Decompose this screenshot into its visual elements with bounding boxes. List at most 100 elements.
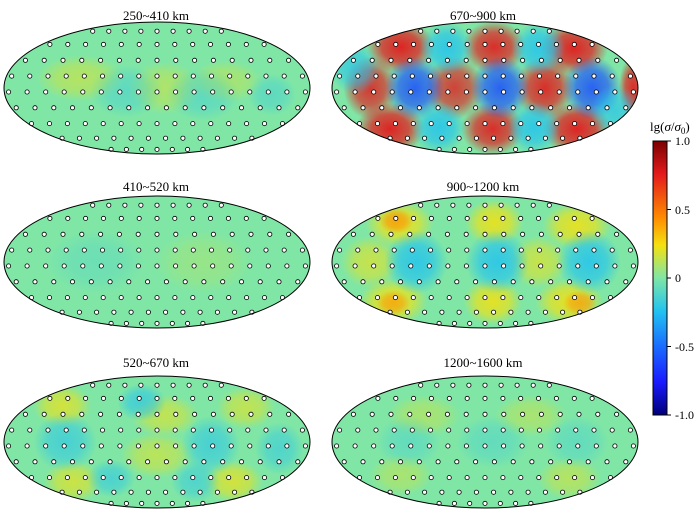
station-marker [265, 263, 271, 269]
station-marker [214, 135, 220, 141]
station-marker [451, 146, 457, 152]
station-marker [553, 395, 559, 401]
station-marker [560, 309, 566, 315]
station-marker [116, 231, 122, 237]
station-marker [388, 231, 394, 237]
station-marker [190, 247, 196, 253]
station-marker [190, 295, 196, 301]
station-marker [350, 411, 356, 417]
station-marker [573, 247, 579, 253]
station-marker [286, 231, 292, 237]
station-marker [482, 121, 488, 127]
station-marker [548, 459, 554, 465]
station-marker [122, 202, 128, 208]
station-marker [145, 105, 151, 111]
station-marker [265, 443, 271, 449]
station-marker [371, 443, 377, 449]
station-marker [525, 309, 531, 315]
station-marker [497, 146, 503, 152]
station-marker [392, 475, 398, 481]
station-marker [32, 459, 38, 465]
station-marker [542, 309, 548, 315]
station-marker [261, 41, 267, 47]
anomaly-blob [153, 230, 252, 294]
station-marker [111, 135, 117, 141]
station-marker [154, 475, 160, 481]
station-marker [106, 202, 112, 208]
station-marker [520, 57, 526, 63]
station-marker [518, 475, 524, 481]
station-marker [232, 135, 238, 141]
station-marker [65, 41, 71, 47]
station-marker [123, 500, 129, 506]
station-marker [101, 215, 107, 221]
station-marker [576, 231, 582, 237]
station-marker [88, 279, 94, 285]
station-marker [464, 475, 470, 481]
station-marker [267, 411, 273, 417]
station-marker [510, 105, 516, 111]
colorbar-ticks: 1.0 0.5 0 -0.5 -1.0 [667, 134, 694, 422]
station-marker [519, 443, 525, 449]
station-marker [13, 105, 19, 111]
station-marker [202, 202, 208, 208]
station-marker [276, 279, 282, 285]
station-marker [416, 459, 422, 465]
station-marker [454, 279, 460, 285]
station-marker [208, 73, 214, 79]
station-marker [24, 443, 30, 449]
station-marker [13, 279, 19, 285]
station-marker [422, 489, 428, 495]
station-marker [392, 121, 398, 127]
station-marker [379, 105, 385, 111]
station-marker [525, 135, 531, 141]
station-marker [451, 500, 457, 506]
station-marker [117, 89, 123, 95]
station-marker [446, 427, 452, 433]
station-marker [281, 247, 287, 253]
station-marker [106, 28, 112, 34]
station-marker [428, 41, 434, 47]
station-marker [482, 73, 488, 79]
station-marker [538, 89, 544, 95]
station-marker [557, 231, 563, 237]
station-marker [450, 28, 456, 34]
station-marker [572, 475, 578, 481]
anomaly-blob [557, 230, 621, 294]
station-marker [22, 231, 28, 237]
station-marker [154, 121, 160, 127]
station-marker [557, 411, 563, 417]
station-marker [227, 73, 233, 79]
station-marker [352, 89, 358, 95]
station-marker [411, 395, 417, 401]
station-marker [422, 135, 428, 141]
station-marker [408, 263, 414, 269]
station-marker [482, 41, 488, 47]
station-marker [190, 121, 196, 127]
station-marker [225, 41, 231, 47]
anomaly-blob [86, 459, 136, 498]
station-marker [60, 231, 66, 237]
station-marker [500, 73, 506, 79]
station-marker [247, 89, 253, 95]
station-marker [537, 247, 543, 253]
station-marker [208, 247, 214, 253]
station-marker [128, 309, 134, 315]
anomaly-blob [455, 415, 530, 469]
station-marker [117, 263, 123, 269]
station-marker [630, 443, 636, 449]
station-marker [173, 231, 179, 237]
station-marker [612, 443, 618, 449]
station-marker [243, 41, 249, 47]
station-marker [337, 247, 343, 253]
station-marker [456, 489, 462, 495]
station-marker [76, 135, 82, 141]
station-marker [60, 411, 66, 417]
station-marker [627, 427, 633, 433]
station-marker [341, 459, 347, 465]
station-marker [244, 475, 250, 481]
station-marker [530, 382, 536, 388]
station-marker [154, 247, 160, 253]
station-marker [536, 295, 542, 301]
station-marker [482, 320, 488, 326]
